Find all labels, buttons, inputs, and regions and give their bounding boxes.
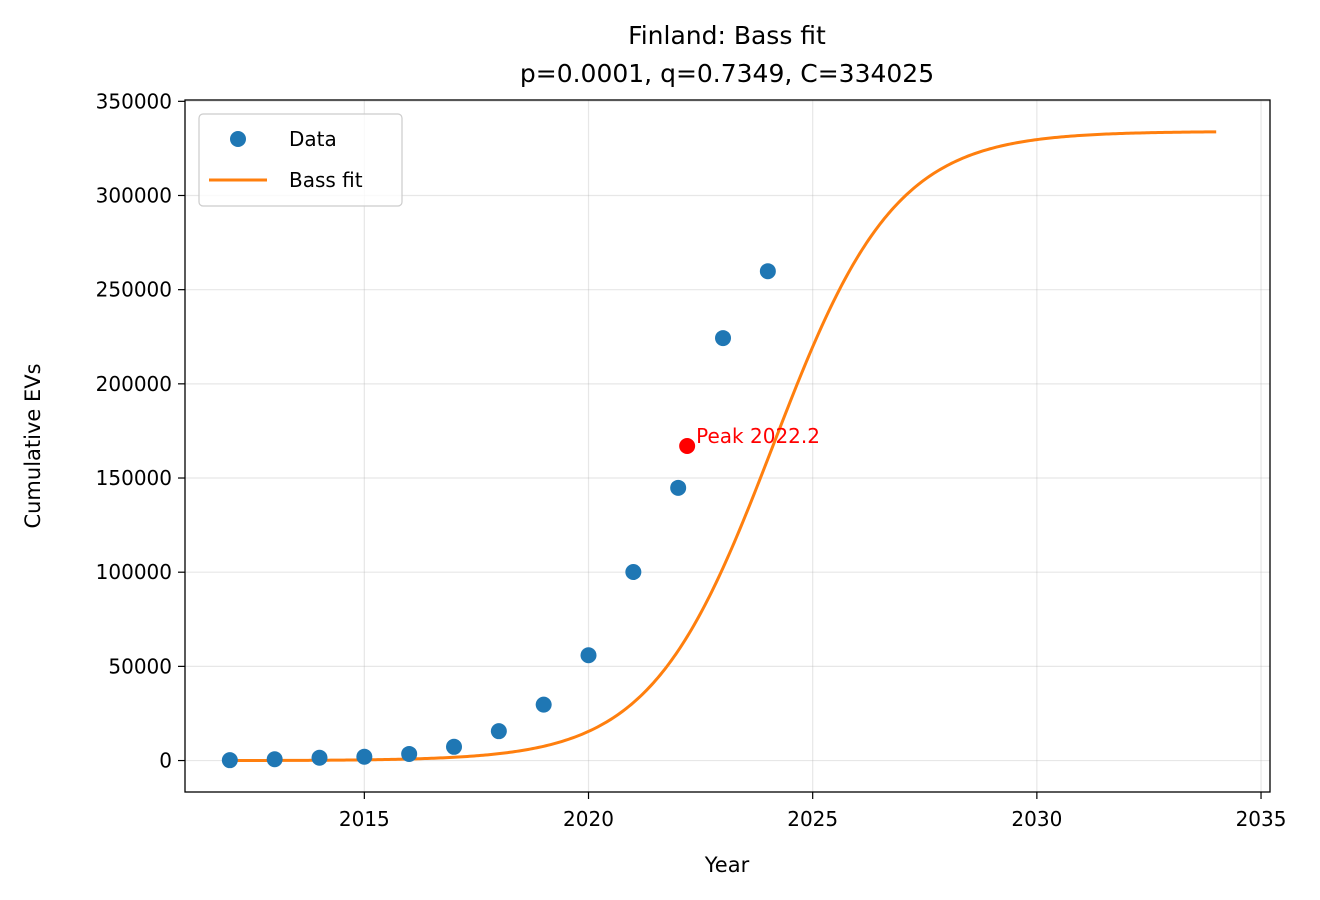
x-axis-title: Year	[704, 853, 750, 877]
y-tick-label: 50000	[108, 654, 172, 678]
data-point	[490, 723, 507, 740]
legend-marker-data	[230, 131, 246, 147]
y-tick-label: 200000	[96, 372, 172, 396]
data-point	[759, 263, 776, 280]
plot-area	[185, 100, 1270, 792]
peak-marker	[679, 438, 696, 454]
chart-subtitle: p=0.0001, q=0.7349, C=334025	[520, 59, 934, 88]
legend-label-bass-fit: Bass fit	[289, 168, 363, 192]
legend-label-data: Data	[289, 127, 337, 151]
y-tick-label: 250000	[96, 278, 172, 302]
data-point	[266, 751, 283, 768]
y-tick-label: 150000	[96, 466, 172, 490]
data-layer	[221, 130, 1217, 769]
x-tick-label: 2020	[563, 807, 614, 831]
data-point	[625, 564, 642, 581]
bass-fit-line	[229, 130, 1217, 763]
x-tick-label: 2025	[787, 807, 838, 831]
data-point	[580, 647, 597, 664]
peak-annotation-label: Peak 2022.2	[696, 424, 820, 448]
data-point	[715, 330, 732, 347]
data-point	[535, 696, 552, 713]
data-point	[670, 479, 687, 496]
y-axis-title: Cumulative EVs	[21, 363, 45, 528]
x-tick-label: 2015	[339, 807, 390, 831]
data-point	[311, 749, 328, 766]
data-point	[401, 745, 418, 762]
legend: Data Bass fit	[198, 113, 403, 207]
data-point	[356, 748, 373, 765]
legend-frame	[198, 113, 403, 207]
y-tick-label: 300000	[96, 183, 172, 207]
chart-title: Finland: Bass fit	[628, 21, 826, 50]
data-point	[221, 752, 238, 769]
plot-frame	[184, 99, 1271, 793]
x-tick-label: 2030	[1011, 807, 1062, 831]
y-tick-label: 0	[159, 749, 172, 773]
ticks: 2015 2020 2025 2030 2035 0 50000 100000 150000 20…	[96, 89, 1287, 831]
x-tick-label: 2035	[1236, 807, 1287, 831]
data-point	[446, 738, 463, 755]
y-tick-label: 350000	[96, 89, 172, 113]
y-tick-label: 100000	[96, 560, 172, 584]
